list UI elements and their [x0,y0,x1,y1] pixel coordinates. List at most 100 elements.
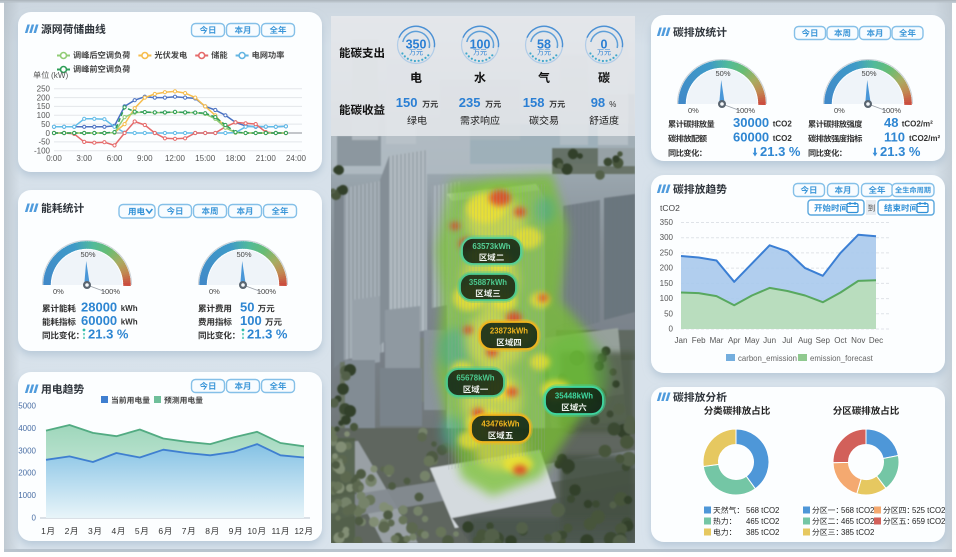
svg-text:Dec: Dec [869,336,883,345]
svg-text:Jul: Jul [782,336,792,345]
svg-text:525 tCO2: 525 tCO2 [912,506,945,515]
svg-text:12: 12 [294,526,304,536]
svg-text:100: 100 [470,38,491,52]
svg-text:21.3 %: 21.3 % [760,144,801,159]
svg-text:5000: 5000 [18,402,36,411]
svg-text:100: 100 [660,294,674,303]
svg-text:Aug: Aug [798,336,812,345]
svg-text:235: 235 [459,95,481,110]
svg-text:58: 58 [537,38,551,52]
svg-text:200: 200 [660,264,674,273]
svg-text:Feb: Feb [692,336,706,345]
svg-text:5: 5 [135,526,140,536]
svg-text:8: 8 [205,526,210,536]
svg-text:3000: 3000 [18,446,36,455]
svg-text:Nov: Nov [851,336,865,345]
svg-text:250: 250 [660,248,674,257]
svg-text:9: 9 [229,526,234,536]
svg-text:50: 50 [664,309,673,318]
svg-text:kWh: kWh [121,318,138,327]
svg-text:0%: 0% [834,106,845,115]
svg-text:2000: 2000 [18,469,36,478]
svg-text:6:00: 6:00 [107,154,123,163]
svg-text:12:00: 12:00 [165,154,186,163]
svg-text:150: 150 [660,279,674,288]
svg-text:24:00: 24:00 [286,154,307,163]
svg-text:Jan: Jan [675,336,688,345]
svg-text:63573kWh: 63573kWh [472,242,510,251]
svg-text:(kW): (kW) [51,71,69,80]
svg-text:659 tCO2: 659 tCO2 [912,517,945,526]
svg-text:0: 0 [601,38,608,52]
svg-text:60000: 60000 [81,313,117,328]
svg-text:0: 0 [32,514,37,523]
svg-text:350: 350 [660,218,674,227]
svg-text:0: 0 [669,325,674,334]
svg-text:7: 7 [182,526,187,536]
svg-text:50%: 50% [236,250,251,259]
svg-text:Oct: Oct [834,336,847,345]
svg-text:35448kWh: 35448kWh [555,391,593,400]
svg-text:465 tCO2: 465 tCO2 [841,517,874,526]
svg-text:465 tCO2: 465 tCO2 [746,517,779,526]
svg-text:-100: -100 [34,147,51,156]
svg-text:tCO2: tCO2 [773,120,793,129]
svg-text:tCO2/m²: tCO2/m² [902,120,933,129]
svg-text:158: 158 [523,95,545,110]
svg-text:kWh: kWh [121,304,138,313]
svg-text:250: 250 [37,85,51,94]
svg-text:48: 48 [884,115,898,130]
svg-text:0%: 0% [209,287,220,296]
svg-text:carbon_emission: carbon_emission [738,354,797,363]
svg-text:150: 150 [37,102,51,111]
svg-text:568 tCO2: 568 tCO2 [746,506,779,515]
svg-text:tCO2: tCO2 [660,203,680,213]
svg-text:10: 10 [247,526,257,536]
svg-text:50%: 50% [80,250,95,259]
svg-text:35887kWh: 35887kWh [469,278,507,287]
svg-text:100%: 100% [882,106,902,115]
svg-text:11: 11 [271,526,280,536]
svg-text:Jun: Jun [763,336,776,345]
svg-text:3: 3 [88,526,93,536]
svg-text:6: 6 [158,526,163,536]
svg-text:4: 4 [111,526,116,536]
svg-text:21.3 %: 21.3 % [88,327,129,342]
svg-text:emission_forecast: emission_forecast [810,354,874,363]
svg-text:30000: 30000 [733,115,769,130]
svg-text:100: 100 [37,111,51,120]
svg-text:21:00: 21:00 [256,154,277,163]
svg-text:50%: 50% [715,69,730,78]
svg-text:1: 1 [41,526,46,536]
svg-text:3:00: 3:00 [76,154,92,163]
svg-text:110: 110 [884,130,905,145]
svg-text:Sep: Sep [816,336,831,345]
svg-text:1000: 1000 [18,491,36,500]
svg-text:60000: 60000 [733,130,769,145]
svg-text:100: 100 [240,313,262,328]
svg-text:50%: 50% [861,69,876,78]
svg-text:-50: -50 [38,138,50,147]
svg-text:65678kWh: 65678kWh [456,373,494,382]
svg-text:350: 350 [406,38,427,52]
svg-text:50: 50 [41,120,50,129]
svg-text:21.3 %: 21.3 % [880,144,921,159]
svg-text:300: 300 [660,233,674,242]
svg-text:4000: 4000 [18,424,36,433]
svg-text:100%: 100% [257,287,277,296]
svg-text:Mar: Mar [710,336,724,345]
svg-text:100%: 100% [101,287,121,296]
svg-text:43476kWh: 43476kWh [481,419,519,428]
svg-text:0:00: 0:00 [46,154,62,163]
svg-text:385 tCO2: 385 tCO2 [746,528,779,537]
svg-text:0%: 0% [688,106,699,115]
svg-text:200: 200 [37,93,51,102]
svg-text:18:00: 18:00 [225,154,246,163]
svg-text:100%: 100% [736,106,756,115]
svg-text:tCO2/m²: tCO2/m² [909,134,940,143]
svg-text:May: May [744,336,759,345]
svg-text:23873kWh: 23873kWh [490,326,528,335]
svg-text:21.3 %: 21.3 % [247,327,288,342]
svg-text:385 tCO2: 385 tCO2 [841,528,874,537]
svg-text:568 tCO2: 568 tCO2 [841,506,874,515]
